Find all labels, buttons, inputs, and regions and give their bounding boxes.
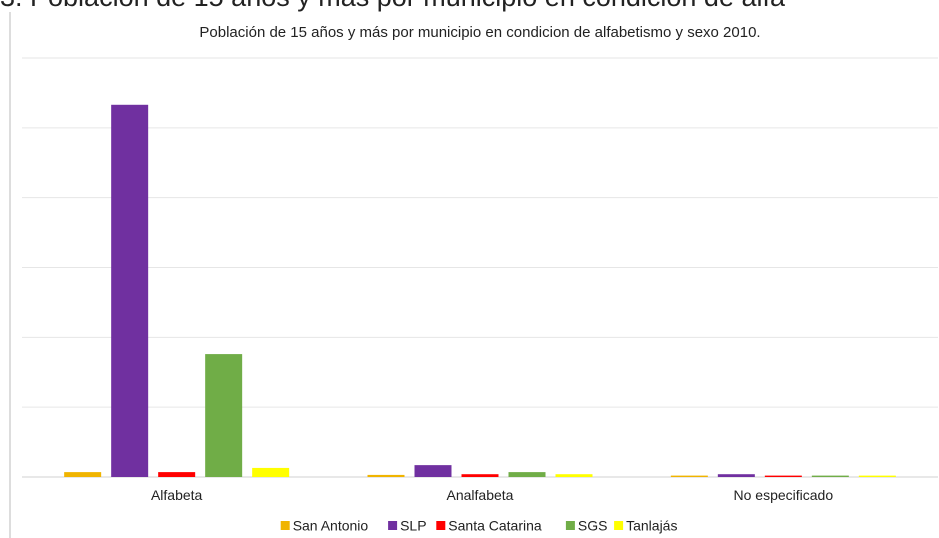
x-tick-label: No especificado [734,487,834,503]
bar [367,474,405,477]
bar [858,475,896,477]
legend-label: Santa Catarina [448,518,542,534]
legend-swatch [614,521,624,530]
x-tick-label: Alfabeta [151,487,203,503]
x-tick-label: Analfabeta [447,487,514,503]
bar [461,474,499,477]
bar [508,472,546,477]
bar [205,354,243,477]
chart-title: Población de 15 años y más por municipio… [199,24,760,41]
bar [414,465,452,477]
legend-label: SGS [578,518,608,534]
bar [811,475,849,477]
bar [158,472,196,477]
bar [670,475,708,477]
legend-swatch [565,521,575,530]
bar [764,475,802,477]
bar [252,467,290,477]
bar [64,472,102,477]
legend-label: San Antonio [293,518,369,534]
page-heading: 3. Población de 15 años y más por munici… [0,0,786,12]
legend-label: SLP [400,518,426,534]
bar [717,474,755,477]
legend-label: Tanlajás [626,518,677,534]
bar [555,474,593,477]
legend-swatch [280,521,290,530]
bar [111,104,149,477]
legend-swatch [436,521,446,530]
legend-swatch [388,521,398,530]
